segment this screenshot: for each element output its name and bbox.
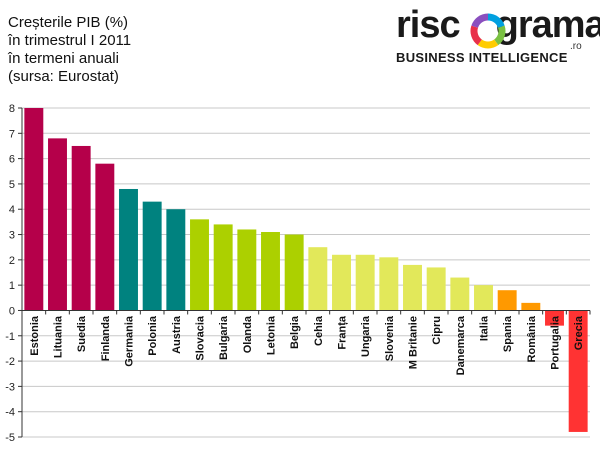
y-tick-labels: 8 7 6 5 4 3 2 1 0 -1 -2 -3 -4 -5 <box>5 103 15 444</box>
y-tick-label: 4 <box>9 204 15 216</box>
y-tick-label: 2 <box>9 255 15 267</box>
y-tick-label: 1 <box>9 280 15 292</box>
x-tick-label: Portugalia <box>550 315 562 370</box>
chart-title: Creșterile PIB (%) în trimestrul I 2011 … <box>8 14 131 86</box>
logo-tagline: BUSINESS INTELLIGENCE <box>396 50 568 65</box>
bar <box>142 201 162 311</box>
x-tick-label: Italia <box>479 315 491 341</box>
bar <box>426 267 446 311</box>
y-tick-label: 8 <box>9 103 15 115</box>
logo-ring-segment <box>477 39 499 49</box>
x-tick-label: Ungaria <box>360 315 372 357</box>
logo-ring-segment <box>487 13 505 29</box>
logo-word-right: grama <box>495 4 600 46</box>
x-tick-label: M Britanie <box>408 316 420 369</box>
logo-suffix: .ro <box>570 41 582 52</box>
x-tick-labels: Estonia Lituania Suedia Finlanda Germania Pol… <box>29 315 585 375</box>
logo-ring-segment <box>470 25 483 46</box>
logo-ring-segment <box>471 13 489 29</box>
bar <box>308 247 328 311</box>
bar <box>379 257 399 311</box>
logo-wordmark: risc grama <box>396 4 600 47</box>
title-line-3: în termeni anuali <box>8 50 119 67</box>
y-tick-label: 7 <box>9 128 15 140</box>
bar <box>545 310 564 326</box>
x-tick-label: Cipru <box>431 316 443 345</box>
x-tick-label: Bulgaria <box>218 315 230 360</box>
y-tick-label: 6 <box>9 154 15 166</box>
bar <box>332 254 351 311</box>
x-tick-label: Slovenia <box>384 315 396 361</box>
x-tick-label: Grecia <box>573 315 585 350</box>
y-tick-label: -5 <box>5 432 15 444</box>
bar <box>261 232 280 311</box>
bar <box>450 277 470 311</box>
bar <box>119 188 138 311</box>
y-tick-label: 0 <box>9 305 15 317</box>
x-tick-label: Olanda <box>242 315 254 353</box>
bar <box>284 234 304 311</box>
y-tick-label: -2 <box>5 356 15 368</box>
bar <box>497 290 517 311</box>
y-tick-label: 3 <box>9 230 15 242</box>
axes <box>18 107 591 438</box>
title-line-4: (sursa: Eurostat) <box>8 68 119 85</box>
x-tick-label: Finlanda <box>100 315 112 361</box>
y-tick-label: -3 <box>5 381 15 393</box>
title-line-2: în trimestrul I 2011 <box>8 32 132 49</box>
grid-lines <box>22 107 590 438</box>
bar <box>190 219 209 311</box>
x-tick-label: Franța <box>337 315 349 350</box>
x-tick-label: România <box>526 315 538 362</box>
bar <box>474 285 493 311</box>
x-tick-label: Estonia <box>29 315 41 356</box>
bars <box>24 108 588 432</box>
bar <box>521 302 541 311</box>
bar <box>166 209 186 311</box>
riscograma-logo: risc grama .ro BUSINESS INTELLIGENCE <box>392 4 600 68</box>
bar <box>568 310 588 432</box>
title-line-1: Creșterile PIB (%) <box>8 14 129 31</box>
bar <box>213 224 233 311</box>
bar <box>355 254 375 311</box>
bar <box>24 108 44 311</box>
bar <box>48 138 67 311</box>
bar <box>237 229 257 311</box>
x-tick-label: Lituania <box>53 315 65 358</box>
logo-ring-icon <box>470 13 506 49</box>
logo-word-left: risc <box>396 4 461 46</box>
x-tick-label: Suedia <box>76 315 88 352</box>
x-tick-label: Polonia <box>147 315 159 356</box>
x-tick-label: Cehia <box>313 315 325 346</box>
bar <box>71 145 91 311</box>
bar <box>403 264 422 311</box>
x-tick-label: Germania <box>124 315 136 367</box>
logo-ring-segment <box>493 25 506 46</box>
x-tick-label: Letonia <box>266 315 278 355</box>
x-tick-label: Spania <box>502 315 514 352</box>
bar <box>95 163 115 311</box>
x-tick-label: Belgia <box>289 315 301 349</box>
x-tick-label: Danemarca <box>455 315 467 375</box>
x-tick-label: Slovacia <box>195 315 207 361</box>
y-tick-label: -4 <box>5 407 15 419</box>
y-tick-label: 5 <box>9 179 15 191</box>
x-tick-label: Austria <box>171 315 183 354</box>
y-tick-label: -1 <box>5 331 15 343</box>
